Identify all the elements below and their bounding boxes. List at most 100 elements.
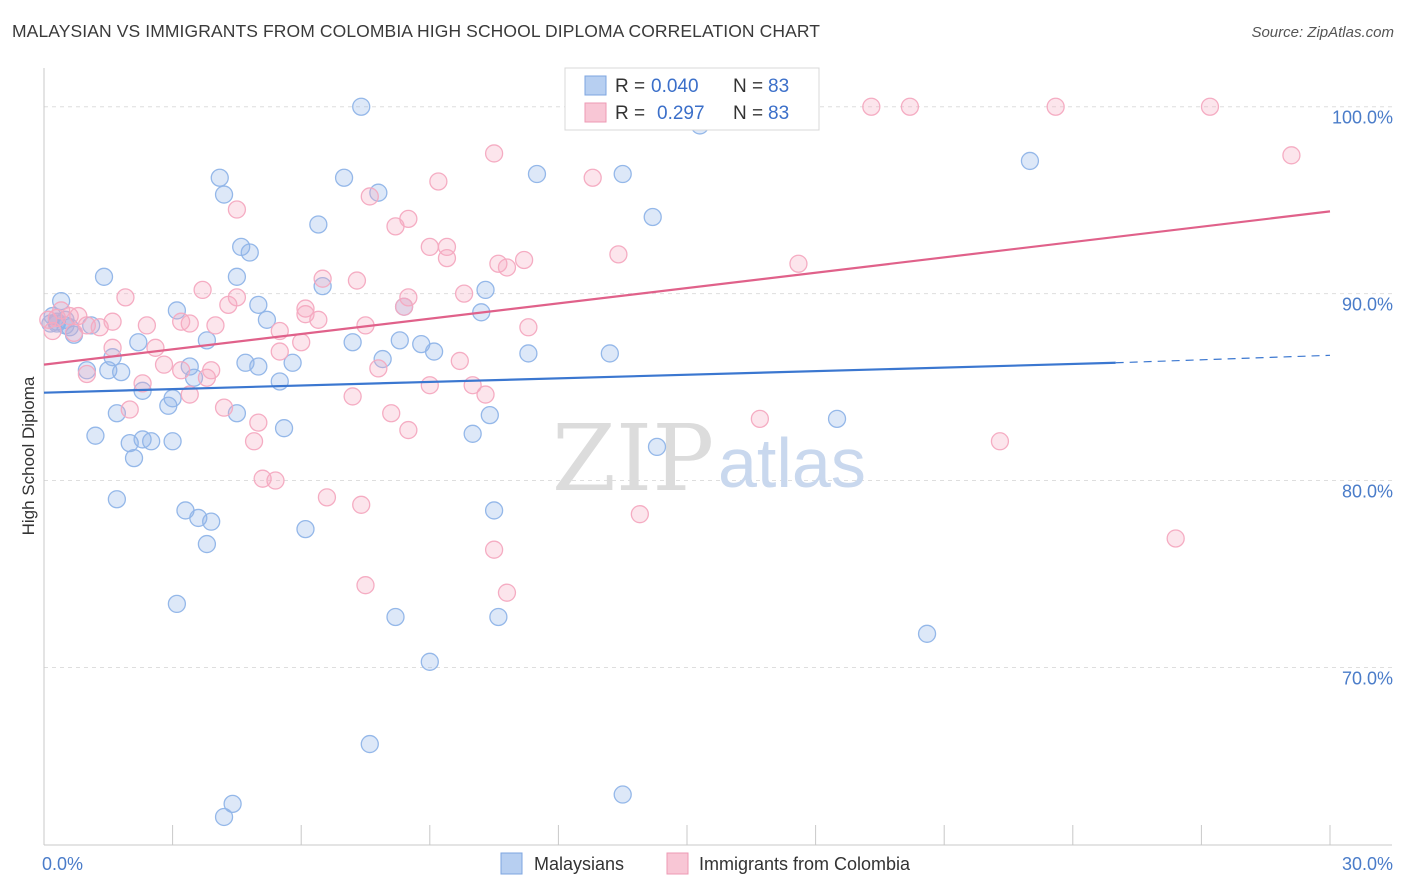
colombia-point: [429, 172, 448, 191]
legend-bottom: Malaysians Immigrants from Colombia: [500, 852, 911, 875]
colombia-point: [154, 355, 174, 374]
colombia-point: [900, 97, 920, 116]
colombia-point: [420, 376, 439, 395]
watermark-atlas: atlas: [718, 424, 866, 502]
malaysians-point: [249, 295, 268, 314]
colombia-point: [437, 248, 457, 268]
x-tick-label: 30.0%: [1342, 854, 1393, 874]
malaysians-point: [480, 405, 499, 425]
malaysians-point: [86, 426, 105, 445]
colombia-point: [360, 187, 379, 206]
colombia-trend-line: [43, 210, 1331, 366]
legend-n-label-2: N =: [733, 103, 763, 124]
legend-box: [564, 67, 820, 131]
colombia-point: [347, 271, 367, 290]
malaysians-point: [257, 310, 277, 329]
colombia-point: [450, 351, 469, 371]
malaysians-point: [390, 331, 409, 350]
source-label: Source: ZipAtlas.com: [1251, 24, 1394, 41]
malaysians-point: [613, 164, 632, 184]
malaysians-point: [600, 344, 619, 363]
legend-n-value-2: 83: [768, 103, 789, 124]
malaysians-point: [424, 342, 444, 361]
colombia-point: [180, 385, 199, 404]
colombia-point: [352, 495, 371, 514]
colombia-point: [202, 361, 221, 380]
malaysians-point: [343, 333, 362, 352]
malaysians-point: [334, 168, 354, 187]
colombia-point: [514, 250, 534, 270]
malaysians-point: [484, 501, 504, 520]
malaysians-point: [210, 168, 229, 187]
malaysians-point: [124, 448, 144, 468]
legend-top: R = 0.040 N = 83 R = 0.297 N = 83: [564, 67, 820, 131]
colombia-point: [249, 413, 268, 432]
colombia-point: [116, 288, 135, 307]
colombia-point: [369, 359, 388, 378]
bottom-legend-swatch-malaysians: [500, 852, 523, 875]
colombia-point: [356, 576, 375, 595]
bottom-legend-label-colombia: Immigrants from Colombia: [699, 854, 911, 874]
bottom-legend-label-malaysians: Malaysians: [534, 854, 624, 874]
malaysians-point: [463, 424, 482, 443]
colombia-point: [206, 316, 225, 335]
malaysians-point: [527, 164, 547, 184]
colombia-point: [227, 200, 247, 219]
colombia-point: [69, 306, 88, 326]
legend-r-label-2: R =: [615, 103, 645, 124]
y-tick-label: 80.0%: [1342, 482, 1393, 502]
x-tick-labels: 0.0% 30.0%: [42, 854, 1393, 874]
colombia-point: [519, 318, 538, 337]
malaysians-point: [214, 185, 234, 204]
malaysians-point: [129, 333, 148, 352]
colombia-point: [309, 310, 328, 329]
malaysians-point: [643, 207, 662, 227]
y-tick-label: 70.0%: [1342, 668, 1393, 688]
malaysians-point: [51, 291, 71, 311]
trend-lines: [43, 210, 1331, 394]
malaysians-point: [352, 97, 371, 116]
colombia-point: [270, 342, 289, 361]
legend-r-value-2: 0.297: [657, 103, 705, 124]
colombia-point: [484, 540, 504, 559]
malaysians-point: [827, 409, 847, 429]
x-tick-label: 0.0%: [42, 854, 83, 874]
malaysians-point: [167, 301, 187, 320]
malaysians-point: [274, 419, 294, 438]
malaysians-point: [133, 430, 152, 449]
malaysians-trend-extension: [1115, 354, 1331, 364]
colombia-point: [227, 288, 247, 307]
malaysians-point: [373, 349, 392, 369]
axes: [43, 68, 1392, 846]
malaysians-point: [283, 353, 302, 372]
colombia-point: [382, 404, 401, 423]
malaysians-point: [360, 734, 379, 754]
colombia-point: [583, 168, 602, 187]
colombia-point: [180, 314, 199, 333]
colombia-point: [789, 254, 808, 273]
colombia-point: [862, 97, 881, 116]
colombia-point: [343, 387, 362, 406]
colombia-point: [296, 299, 315, 318]
colombia-point: [1166, 529, 1185, 548]
malaysians-point: [223, 794, 242, 814]
legend-swatch-blue: [584, 75, 607, 96]
chart-title: MALAYSIAN VS IMMIGRANTS FROM COLOMBIA HI…: [12, 21, 821, 41]
colombia-point: [630, 505, 649, 524]
colombia-point: [750, 409, 770, 429]
colombia-point: [1282, 146, 1301, 165]
malaysians-point: [197, 534, 217, 554]
colombia-point: [990, 432, 1010, 451]
colombia-point: [103, 312, 122, 331]
colombia-point: [399, 209, 418, 229]
colombia-point: [497, 258, 517, 277]
y-tick-labels: 100.0% 90.0% 80.0% 70.0%: [1332, 108, 1393, 689]
malaysians-point: [112, 362, 131, 382]
malaysians-trend-line: [43, 361, 1116, 394]
malaysians-point: [214, 807, 234, 827]
malaysians-point: [270, 372, 289, 391]
colombia-point: [454, 284, 474, 303]
colombia-point: [497, 583, 517, 602]
watermark: ZIP atlas: [552, 405, 866, 512]
